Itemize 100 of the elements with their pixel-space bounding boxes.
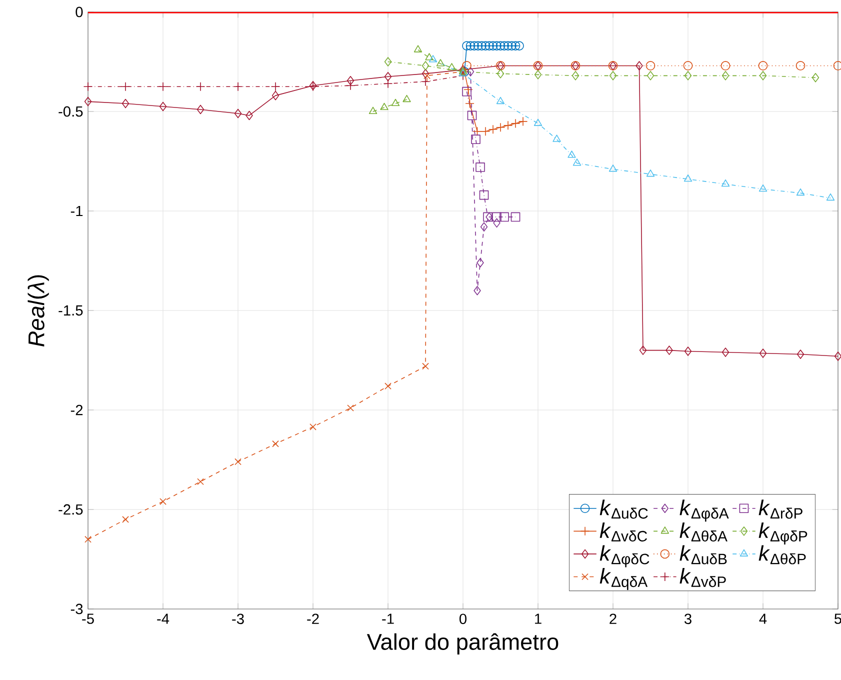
point — [234, 108, 242, 118]
point — [684, 71, 692, 80]
point — [758, 61, 768, 70]
point — [466, 67, 474, 76]
point — [422, 69, 430, 78]
point — [384, 382, 392, 390]
point — [196, 104, 204, 114]
x-tick-label: 4 — [759, 614, 767, 624]
legend-label: k$_{ΔφδP}$ — [758, 522, 808, 544]
point — [507, 41, 516, 50]
point — [465, 98, 474, 108]
point — [233, 82, 243, 92]
point — [466, 41, 476, 50]
point — [722, 71, 730, 80]
point — [534, 118, 542, 126]
point — [84, 536, 92, 543]
point — [479, 190, 489, 200]
point — [383, 78, 393, 88]
legend-label: k$_{ΔqδA}$ — [600, 568, 648, 590]
y-tick-label: -2.5 — [58, 504, 83, 515]
point — [684, 346, 692, 356]
point — [493, 218, 500, 228]
legend-label: k$_{ΔφδC}$ — [600, 545, 650, 568]
point — [684, 174, 692, 182]
point — [428, 55, 438, 62]
point — [796, 350, 804, 359]
point — [477, 41, 486, 50]
point — [476, 258, 484, 268]
point — [83, 82, 93, 92]
point — [552, 134, 561, 142]
point — [84, 96, 92, 106]
point — [424, 72, 430, 80]
point — [720, 61, 730, 70]
point — [384, 72, 392, 82]
point — [608, 164, 618, 172]
point — [272, 440, 279, 448]
x-tick-label: 2 — [610, 614, 616, 624]
point — [246, 110, 253, 120]
point — [467, 110, 477, 120]
point — [122, 516, 129, 523]
point — [368, 106, 378, 114]
point — [722, 348, 730, 357]
legend-label: k$_{ΔuδB}$ — [680, 545, 727, 564]
point — [639, 346, 647, 355]
point — [503, 41, 513, 50]
point — [380, 102, 388, 110]
legend-label: k$_{ΔrδP}$ — [758, 500, 802, 519]
point — [310, 423, 316, 430]
y-tick-label: -1 — [70, 206, 83, 216]
y-tick-label: -2 — [70, 404, 83, 416]
point — [534, 70, 542, 80]
point — [420, 76, 430, 86]
legend-label: k$_{ΔvδC}$ — [600, 522, 648, 542]
point — [474, 286, 481, 296]
point — [826, 193, 835, 201]
point — [759, 71, 767, 80]
legend-label: k$_{ΔvδP}$ — [680, 568, 726, 588]
point — [196, 82, 206, 92]
point — [568, 150, 576, 158]
point — [160, 498, 166, 505]
point — [159, 102, 167, 112]
point — [812, 72, 820, 82]
point — [683, 61, 693, 70]
point — [120, 82, 130, 92]
y-tick-label: 0 — [76, 6, 83, 18]
point — [759, 348, 767, 358]
point — [572, 158, 582, 166]
point — [473, 41, 483, 50]
point — [425, 53, 434, 60]
point — [496, 69, 504, 78]
point — [492, 41, 502, 50]
point — [436, 59, 445, 66]
point — [414, 45, 422, 52]
x-tick-label: 5 — [834, 614, 841, 624]
legend-label: k$_{ΔφδA}$ — [680, 500, 729, 522]
point — [391, 98, 400, 106]
y-tick-label: -1.5 — [58, 305, 83, 316]
point — [122, 98, 130, 108]
point — [484, 41, 494, 50]
x-tick-label: 1 — [535, 614, 542, 624]
point — [471, 134, 480, 144]
point — [609, 71, 617, 80]
point — [500, 41, 509, 50]
point — [347, 404, 354, 412]
point — [448, 63, 456, 70]
x-tick-label: 3 — [684, 614, 692, 624]
x-axis-title: Valor do parâmetro — [366, 633, 558, 654]
point — [346, 80, 356, 90]
point — [234, 458, 242, 466]
x-tick-label: -4 — [157, 614, 170, 624]
x-tick-label: -5 — [82, 614, 94, 624]
x-tick-label: -1 — [382, 614, 394, 624]
point — [758, 184, 768, 192]
point — [422, 61, 430, 70]
point — [384, 57, 392, 66]
point — [422, 362, 429, 370]
point — [158, 82, 168, 92]
point — [488, 41, 498, 50]
point — [572, 71, 580, 80]
point — [496, 41, 506, 50]
